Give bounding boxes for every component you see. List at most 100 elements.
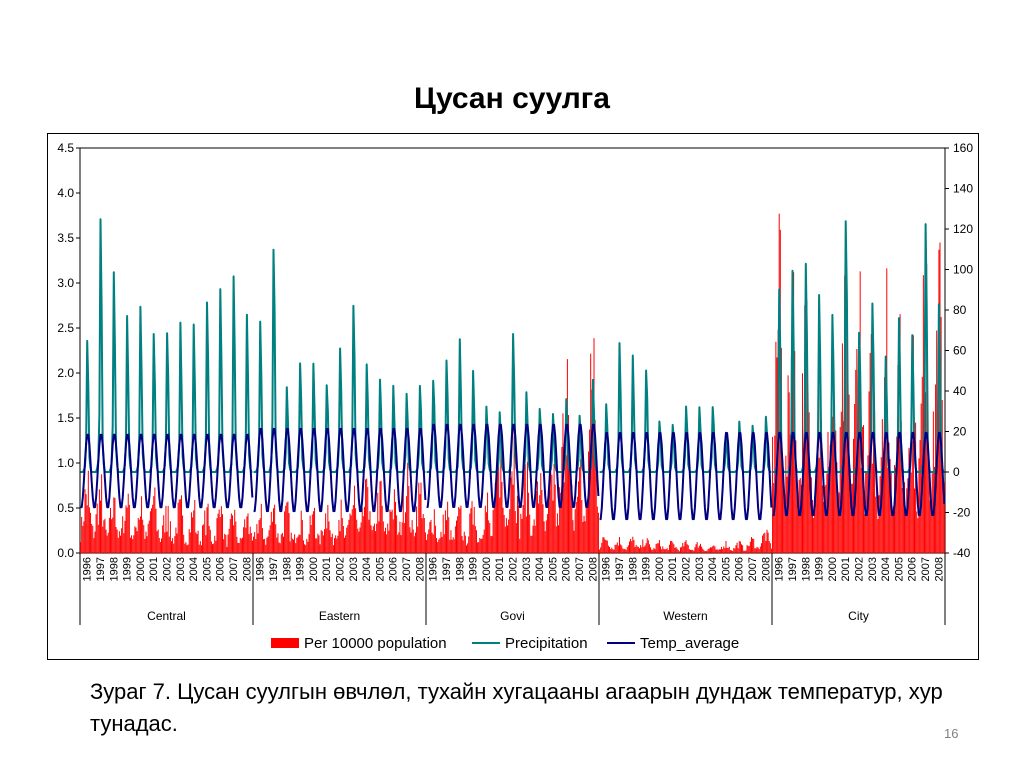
- right-tick-label: 0: [953, 465, 960, 479]
- left-tick-label: 3.0: [57, 276, 74, 290]
- bar-per-10000: [830, 396, 832, 553]
- year-tick-label: 1997: [95, 557, 107, 581]
- bar-per-10000: [172, 538, 174, 553]
- bar-per-10000: [673, 544, 675, 553]
- bar-per-10000: [443, 534, 445, 553]
- bar-per-10000: [255, 538, 257, 553]
- bar-per-10000: [144, 538, 146, 553]
- bar-per-10000: [767, 532, 769, 553]
- bar-per-10000: [200, 545, 202, 553]
- bar-per-10000: [356, 519, 358, 553]
- bar-per-10000: [345, 535, 347, 553]
- bar-per-10000: [238, 543, 240, 553]
- bar-per-10000: [645, 543, 647, 553]
- bar-per-10000: [433, 509, 435, 553]
- bar-per-10000: [189, 532, 191, 553]
- bar-per-10000: [357, 528, 359, 553]
- year-tick-label: 2006: [215, 557, 227, 581]
- bar-per-10000: [183, 534, 185, 553]
- bar-per-10000: [148, 520, 150, 553]
- bar-per-10000: [173, 543, 175, 553]
- bar-per-10000: [489, 523, 491, 553]
- bar-per-10000: [825, 484, 827, 553]
- bar-per-10000: [478, 542, 480, 553]
- bar-per-10000: [118, 531, 120, 553]
- bar-per-10000: [251, 540, 253, 553]
- bar-per-10000: [237, 542, 239, 553]
- bar-per-10000: [300, 510, 302, 553]
- bar-per-10000: [426, 539, 428, 553]
- year-tick-label: 2004: [880, 557, 892, 581]
- bar-per-10000: [202, 525, 204, 553]
- bar-per-10000: [100, 500, 102, 553]
- bar-per-10000: [404, 512, 406, 553]
- bar-per-10000: [604, 539, 606, 553]
- bar-per-10000: [641, 547, 643, 553]
- bar-per-10000: [847, 384, 849, 553]
- bar-per-10000: [195, 532, 197, 553]
- bar-per-10000: [836, 462, 838, 553]
- bar-per-10000: [391, 509, 393, 553]
- bar-per-10000: [671, 540, 673, 553]
- bar-per-10000: [626, 547, 628, 553]
- year-tick-label: 2003: [867, 557, 879, 581]
- year-tick-label: 2007: [228, 557, 240, 581]
- bar-per-10000: [81, 516, 83, 553]
- bar-per-10000: [454, 526, 456, 553]
- year-tick-label: 2006: [388, 557, 400, 581]
- year-tick-label: 1999: [122, 557, 134, 581]
- year-tick-label: 2008: [760, 557, 772, 581]
- bar-per-10000: [676, 548, 678, 553]
- bar-per-10000: [614, 544, 616, 553]
- bar-per-10000: [657, 543, 659, 553]
- year-tick-label: 2007: [401, 557, 413, 581]
- bar-per-10000: [816, 474, 818, 553]
- bar-per-10000: [864, 514, 866, 553]
- bar-per-10000: [607, 545, 609, 553]
- bar-per-10000: [288, 513, 290, 553]
- bar-per-10000: [878, 495, 880, 553]
- bar-per-10000: [652, 549, 654, 553]
- bar-per-10000: [285, 505, 287, 553]
- bar-per-10000: [156, 531, 158, 553]
- bar-per-10000: [523, 464, 525, 553]
- bar-per-10000: [911, 441, 913, 553]
- bar-per-10000: [137, 518, 139, 553]
- bar-per-10000: [133, 535, 135, 553]
- bar-per-10000: [484, 505, 486, 553]
- bar-per-10000: [419, 494, 421, 553]
- bar-per-10000: [888, 442, 890, 553]
- bar-per-10000: [943, 482, 945, 553]
- bar-per-10000: [633, 540, 635, 553]
- bar-per-10000: [141, 496, 143, 553]
- bar-per-10000: [597, 512, 599, 553]
- bar-per-10000: [717, 549, 719, 553]
- bar-per-10000: [158, 537, 160, 553]
- bar-per-10000: [281, 532, 283, 553]
- bar-per-10000: [298, 534, 300, 553]
- slide-title: Цусан суулга: [414, 82, 610, 115]
- bar-per-10000: [277, 533, 279, 553]
- bar-per-10000: [372, 526, 374, 553]
- bar-per-10000: [266, 537, 268, 553]
- bar-per-10000: [837, 503, 839, 553]
- bar-per-10000: [180, 495, 182, 553]
- bar-per-10000: [225, 534, 227, 553]
- bar-per-10000: [531, 535, 533, 553]
- bar-per-10000: [654, 549, 656, 553]
- bar-per-10000: [449, 539, 451, 553]
- bar-per-10000: [497, 471, 499, 553]
- bar-per-10000: [348, 519, 350, 553]
- bar-per-10000: [541, 489, 543, 553]
- bar-per-10000: [693, 550, 695, 553]
- bar-per-10000: [446, 520, 448, 553]
- bar-per-10000: [165, 505, 167, 553]
- year-tick-label: 2006: [734, 557, 746, 581]
- bar-per-10000: [877, 519, 879, 553]
- year-tick-label: 1998: [800, 557, 812, 581]
- bar-per-10000: [583, 515, 585, 553]
- bar-per-10000: [162, 525, 164, 553]
- bar-per-10000: [575, 502, 577, 553]
- bar-per-10000: [287, 501, 289, 553]
- bar-per-10000: [327, 504, 329, 553]
